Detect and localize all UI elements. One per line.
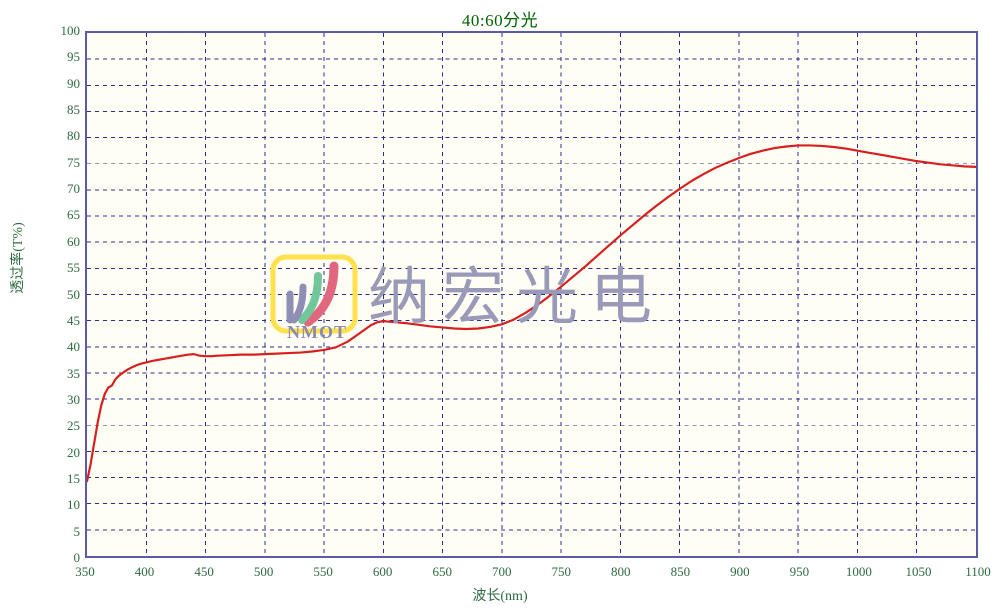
x-tick-label: 900: [730, 564, 750, 579]
y-tick-label: 60: [67, 233, 80, 249]
x-tick-label: 850: [670, 564, 691, 579]
y-tick-label: 50: [67, 286, 80, 302]
y-tick-label: 100: [60, 23, 81, 38]
plot-area: [85, 31, 978, 558]
x-tick-label: 950: [789, 564, 810, 579]
transmittance-curve: [87, 144, 976, 483]
x-tick-label: 1100: [965, 564, 991, 579]
x-axis-tick-labels: 350 400 450 500 550 600 650 700 750 800 850 900 950 1…: [0, 564, 1000, 584]
x-tick-label: 1050: [905, 564, 932, 579]
y-tick-label: 10: [67, 497, 80, 513]
y-tick-label: 95: [67, 49, 80, 65]
y-tick-label: 75: [67, 154, 80, 170]
y-tick-label: 55: [67, 260, 80, 276]
y-tick-label: 15: [67, 470, 80, 486]
x-tick-label: 800: [611, 564, 631, 579]
grid-lines: [87, 33, 976, 556]
x-tick-label: 550: [313, 564, 333, 579]
x-axis-label: 波长(nm): [472, 589, 528, 604]
y-tick-label: 20: [67, 444, 80, 460]
y-tick-label: 70: [67, 181, 80, 197]
y-axis-label: 透过率(T%): [11, 222, 26, 294]
y-tick-label: 25: [67, 418, 80, 434]
y-tick-label: 40: [67, 339, 80, 355]
x-tick-label: 500: [253, 564, 274, 579]
y-tick-label: 85: [67, 102, 80, 118]
x-tick-label: 1000: [845, 564, 872, 579]
x-tick-label: 350: [75, 564, 95, 579]
x-tick-label: 700: [491, 564, 512, 579]
chart-title: 40:60分光: [461, 11, 539, 30]
y-tick-label: 45: [67, 312, 80, 328]
x-tick-label: 750: [551, 564, 572, 579]
x-tick-label: 600: [372, 564, 393, 579]
x-tick-label: 400: [134, 564, 155, 579]
y-tick-label: 35: [67, 365, 80, 381]
y-axis-tick-labels: 0 5 10 15 20 25 30 35 40 45 50 55 60 65 70 75 80 85 90 95 10…: [34, 0, 81, 608]
x-tick-label: 650: [432, 564, 452, 579]
y-tick-label: 90: [67, 75, 80, 91]
y-tick-label: 65: [67, 207, 80, 223]
x-tick-label: 450: [194, 564, 214, 579]
y-tick-label: 80: [67, 128, 80, 144]
y-tick-label: 30: [67, 391, 80, 407]
y-tick-label: 0: [73, 550, 81, 565]
y-tick-label: 5: [73, 523, 81, 539]
